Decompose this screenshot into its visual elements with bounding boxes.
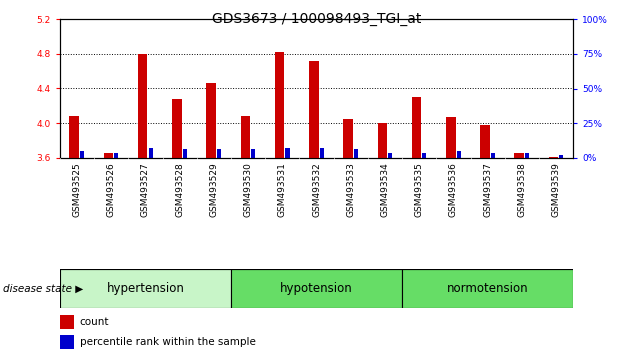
Bar <box>241 116 250 158</box>
Bar <box>422 153 427 158</box>
Text: GSM493526: GSM493526 <box>106 162 116 217</box>
Bar <box>525 153 529 158</box>
Bar <box>285 148 290 158</box>
Bar <box>559 155 563 158</box>
Text: GSM493529: GSM493529 <box>209 162 219 217</box>
Bar <box>402 269 573 308</box>
Bar <box>114 153 118 158</box>
Bar <box>138 54 147 158</box>
Text: disease state ▶: disease state ▶ <box>3 284 83 293</box>
Bar <box>377 123 387 158</box>
Text: GSM493525: GSM493525 <box>72 162 81 217</box>
Bar <box>446 117 455 158</box>
Text: GSM493537: GSM493537 <box>483 162 492 217</box>
Text: GSM493531: GSM493531 <box>278 162 287 217</box>
Bar <box>217 149 221 158</box>
Bar <box>309 61 319 158</box>
Text: GSM493527: GSM493527 <box>141 162 150 217</box>
Text: percentile rank within the sample: percentile rank within the sample <box>80 337 256 347</box>
Bar <box>60 335 74 348</box>
Text: GSM493535: GSM493535 <box>415 162 424 217</box>
Bar <box>183 149 187 158</box>
Text: GSM493533: GSM493533 <box>346 162 355 217</box>
Text: GSM493528: GSM493528 <box>175 162 184 217</box>
Bar <box>251 149 255 158</box>
Text: GSM493539: GSM493539 <box>552 162 561 217</box>
Bar <box>549 157 558 158</box>
Bar <box>207 83 216 158</box>
Bar <box>149 148 152 158</box>
Bar <box>480 125 490 158</box>
Text: GSM493530: GSM493530 <box>244 162 253 217</box>
Text: hypotension: hypotension <box>280 282 353 295</box>
Bar <box>104 153 113 158</box>
Bar <box>491 153 495 158</box>
Text: GSM493538: GSM493538 <box>517 162 527 217</box>
Bar <box>354 149 358 158</box>
Text: GSM493536: GSM493536 <box>449 162 458 217</box>
Bar <box>172 99 181 158</box>
Text: hypertension: hypertension <box>106 282 185 295</box>
Bar <box>275 52 284 158</box>
Text: count: count <box>80 318 110 327</box>
Text: normotension: normotension <box>447 282 529 295</box>
Bar <box>319 148 324 158</box>
Bar <box>412 97 421 158</box>
Text: GSM493532: GSM493532 <box>312 162 321 217</box>
Bar <box>515 153 524 158</box>
Bar <box>60 315 74 329</box>
Bar <box>457 151 461 158</box>
Bar <box>388 153 392 158</box>
Bar <box>231 269 402 308</box>
Bar <box>343 119 353 158</box>
Bar <box>60 269 231 308</box>
Bar <box>69 116 79 158</box>
Bar <box>80 151 84 158</box>
Text: GDS3673 / 100098493_TGI_at: GDS3673 / 100098493_TGI_at <box>212 12 421 27</box>
Text: GSM493534: GSM493534 <box>381 162 389 217</box>
